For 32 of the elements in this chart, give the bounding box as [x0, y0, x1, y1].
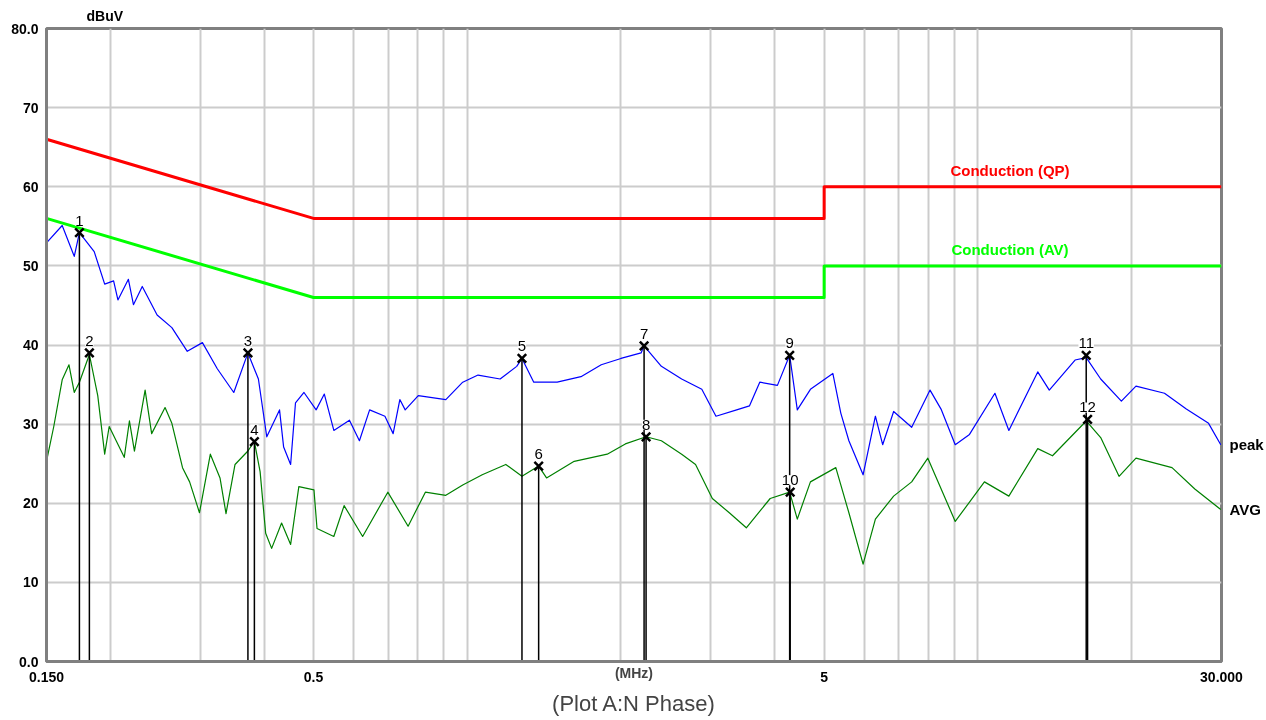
y-tick-label: 50 [22, 257, 39, 274]
y-tick-label: 0.0 [19, 653, 39, 670]
y-tick-label: 80.0 [11, 20, 39, 37]
annotation: 3 [243, 331, 253, 349]
annotation: 6 [534, 445, 543, 463]
y-tick-label: 40 [22, 337, 39, 353]
annotation: 4 [250, 420, 259, 438]
text: (Plot A:N Phase) [552, 690, 715, 716]
series-label: peak [1229, 436, 1265, 454]
x-tick-label: 5 [820, 668, 829, 685]
x-axis-title: (MHz) [614, 664, 654, 681]
annotation: 2 [85, 331, 94, 349]
y-tick-label: 70 [22, 99, 39, 116]
annotation: 8 [641, 415, 651, 433]
series-label: AVG [1229, 501, 1261, 519]
series-label: Conduction (QP) [950, 161, 1070, 179]
annotation: 1 [75, 211, 84, 229]
annotation: 10 [781, 471, 799, 489]
annotation: 12 [1079, 398, 1096, 416]
y-tick-label: 30 [22, 416, 39, 433]
y-tick-label: 60 [22, 178, 39, 195]
annotation: 11 [1078, 334, 1095, 352]
y-tick-label: 10 [22, 574, 39, 591]
annotation: 9 [785, 334, 794, 352]
x-tick-label: 0.150 [28, 668, 65, 685]
annotation: 5 [517, 337, 527, 355]
series-label: Conduction (AV) [951, 240, 1069, 258]
y-axis-title: dBuV [86, 7, 124, 24]
annotation: 7 [639, 324, 649, 342]
x-tick-label: 30.000 [1200, 668, 1244, 685]
x-tick-label: 0.5 [303, 668, 324, 685]
y-tick-label: 20 [22, 495, 39, 512]
